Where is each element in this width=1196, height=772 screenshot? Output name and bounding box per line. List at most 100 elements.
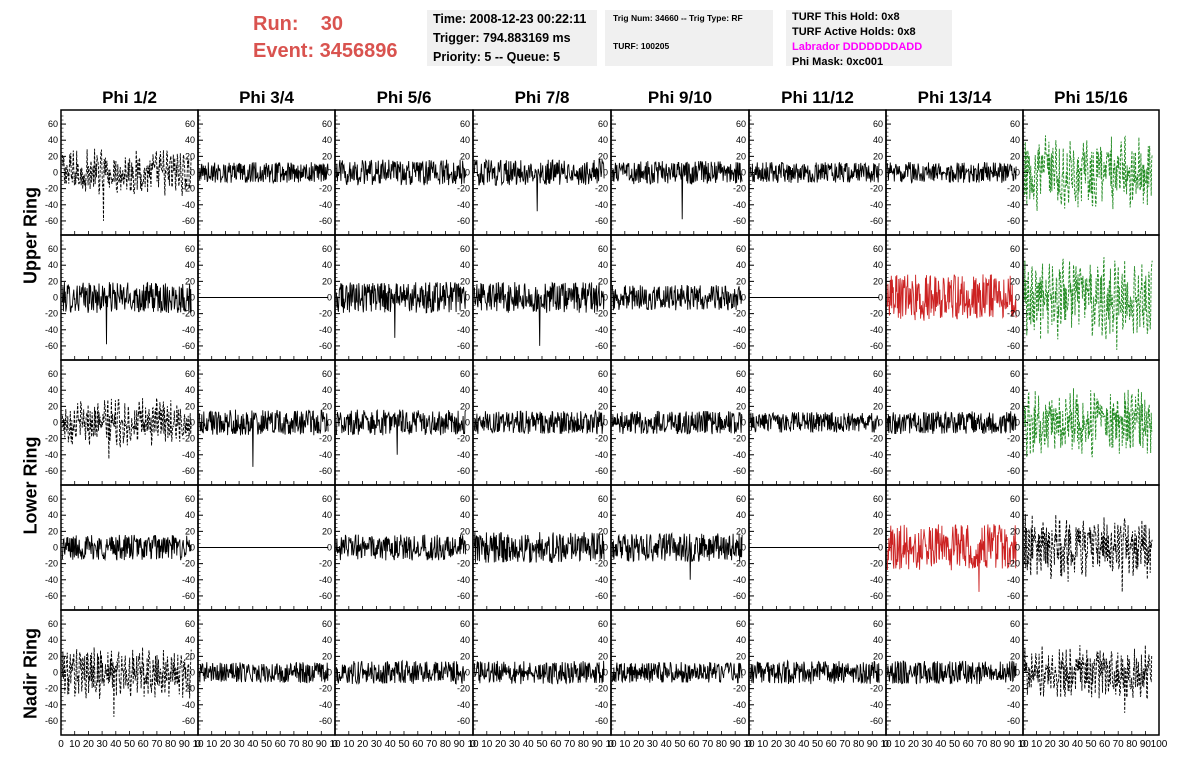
y-tick-label: -60 <box>733 591 746 601</box>
y-tick-label: -60 <box>733 716 746 726</box>
y-tick-label: -20 <box>457 309 470 319</box>
y-tick-label: 40 <box>873 510 883 520</box>
y-tick-label: -60 <box>733 216 746 226</box>
x-tick-label: 90 <box>179 739 191 750</box>
x-tick-label: 40 <box>247 739 259 750</box>
y-tick-label: 40 <box>185 135 195 145</box>
x-tick-label: 10 <box>894 739 906 750</box>
x-tick-label: 70 <box>976 739 988 750</box>
y-tick-label: 40 <box>460 135 470 145</box>
y-tick-label: -20 <box>319 434 332 444</box>
y-tick-label: -20 <box>870 559 883 569</box>
y-tick-label: 20 <box>185 276 195 286</box>
y-tick-label: -60 <box>870 216 883 226</box>
y-tick-label: 60 <box>185 494 195 504</box>
x-tick-label: 100 <box>1151 739 1168 750</box>
y-tick-label: -60 <box>1007 216 1020 226</box>
y-tick-label: 20 <box>736 651 746 661</box>
y-tick-label: -60 <box>319 466 332 476</box>
y-tick-label: 0 <box>741 168 746 178</box>
x-tick-label: 10 <box>192 739 204 750</box>
y-tick-label: -40 <box>870 450 883 460</box>
y-tick-label: 0 <box>603 293 608 303</box>
event-number: Event: 3456896 <box>253 40 398 62</box>
y-tick-label: -20 <box>733 184 746 194</box>
y-tick-label: 20 <box>460 151 470 161</box>
y-tick-label: -20 <box>595 309 608 319</box>
y-tick-label: -20 <box>733 559 746 569</box>
y-tick-label: -60 <box>457 716 470 726</box>
panel-frame <box>60 109 199 236</box>
x-tick-label: 40 <box>1072 739 1084 750</box>
y-tick-label: 60 <box>598 244 608 254</box>
y-tick-label: -60 <box>1007 466 1020 476</box>
y-tick-label: -40 <box>182 575 195 585</box>
column-header: Phi 13/14 <box>917 88 992 107</box>
y-tick-label: -20 <box>870 309 883 319</box>
y-tick-label: 20 <box>322 401 332 411</box>
x-tick-label: 80 <box>165 739 177 750</box>
y-tick-label: -60 <box>870 716 883 726</box>
y-tick-label: 0 <box>1015 543 1020 553</box>
y-tick-label: -20 <box>319 684 332 694</box>
y-tick-label: 0 <box>741 418 746 428</box>
waveform-trace <box>886 274 1017 321</box>
y-tick-label: -60 <box>733 341 746 351</box>
y-tick-label: 0 <box>465 293 470 303</box>
x-tick-label: 20 <box>633 739 645 750</box>
x-tick-label: 30 <box>509 739 521 750</box>
panel: -60 -40 -20 0 20 40 60 <box>870 609 1024 736</box>
y-tick-label: -20 <box>870 184 883 194</box>
trig-info-box: Trig Num: 34660 -- Trig Type: RF TURF: 1… <box>605 10 773 66</box>
waveform-trace <box>886 410 1017 435</box>
panel: -60 -40 -20 0 20 40 60 <box>319 609 474 736</box>
y-tick-label: -60 <box>457 216 470 226</box>
y-tick-label: 0 <box>53 293 58 303</box>
y-tick-label: -40 <box>595 700 608 710</box>
y-tick-label: -20 <box>1007 184 1020 194</box>
y-tick-label: 0 <box>327 418 332 428</box>
panel: -60 -40 -20 0 20 40 60 <box>457 484 612 611</box>
y-tick-label: -40 <box>870 325 883 335</box>
y-tick-label: -40 <box>870 700 883 710</box>
y-tick-label: -20 <box>319 309 332 319</box>
turf-info-box: TURF This Hold: 0x8 TURF Active Holds: 0… <box>786 10 952 68</box>
y-tick-label: 20 <box>1010 651 1020 661</box>
y-tick-label: 60 <box>736 494 746 504</box>
y-tick-label: -60 <box>1007 716 1020 726</box>
y-tick-label: 0 <box>1015 293 1020 303</box>
y-tick-label: -60 <box>319 716 332 726</box>
y-tick-label: -60 <box>457 591 470 601</box>
y-tick-label: 20 <box>1010 151 1020 161</box>
x-tick-label: 20 <box>908 739 920 750</box>
panel: -60 -40 -20 0 20 40 60 <box>733 484 887 611</box>
y-tick-label: 40 <box>48 135 58 145</box>
y-tick-label: 0 <box>878 543 883 553</box>
panel: -60 -40 -20 0 20 40 60 <box>182 484 336 611</box>
y-tick-label: -60 <box>182 591 195 601</box>
y-tick-label: 60 <box>185 119 195 129</box>
column-header: Phi 7/8 <box>514 88 570 107</box>
y-tick-label: 40 <box>736 510 746 520</box>
y-tick-label: -40 <box>319 200 332 210</box>
y-tick-label: -60 <box>870 466 883 476</box>
x-tick-label: 40 <box>798 739 810 750</box>
waveform-trace <box>1023 514 1153 592</box>
x-tick-label: 0 <box>883 739 889 750</box>
x-tick-label: 80 <box>1126 739 1138 750</box>
y-tick-label: -40 <box>319 450 332 460</box>
waveform-trace <box>749 411 880 434</box>
x-tick-label: 80 <box>302 739 314 750</box>
x-tick-label: 30 <box>97 739 109 750</box>
waveform-trace <box>886 660 1017 685</box>
y-tick-label: -40 <box>1007 575 1020 585</box>
turf-text: TURF: 100205 <box>613 41 670 51</box>
panel-frame <box>60 359 199 486</box>
y-tick-label: -20 <box>733 434 746 444</box>
y-tick-label: -20 <box>182 184 195 194</box>
column-header: Phi 5/6 <box>376 88 432 107</box>
panel: -60 -40 -20 0 20 40 60 <box>182 359 336 486</box>
y-tick-label: 40 <box>322 260 332 270</box>
y-tick-label: -20 <box>182 684 195 694</box>
y-tick-label: -40 <box>1007 450 1020 460</box>
